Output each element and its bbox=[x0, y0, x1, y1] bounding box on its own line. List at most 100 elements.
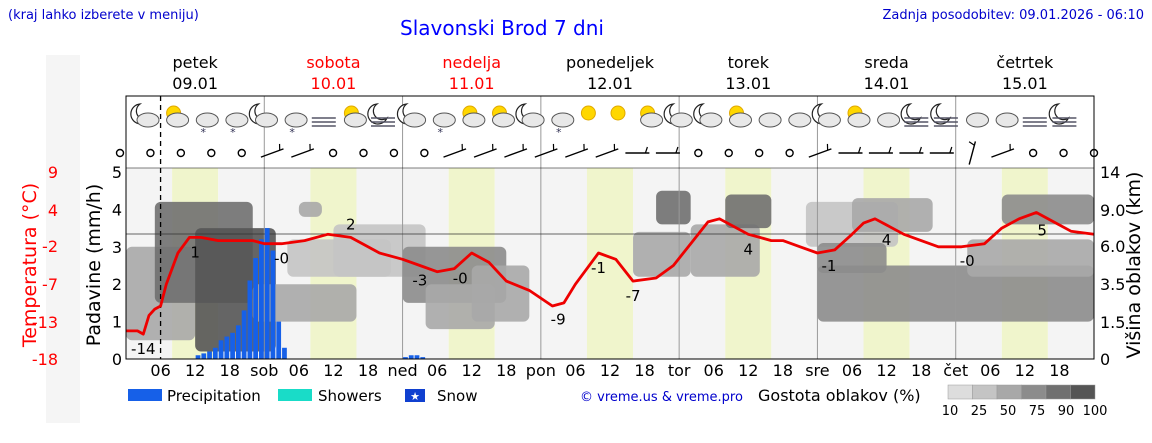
precip-bar bbox=[247, 280, 253, 359]
wind-barb-shaft bbox=[968, 141, 977, 165]
wind-barb-flag bbox=[461, 143, 463, 151]
x-tick-label: 06 bbox=[842, 361, 862, 380]
temperature-tick: 4 bbox=[48, 201, 58, 220]
cloud-block bbox=[298, 201, 322, 217]
wind-barb-flag bbox=[492, 143, 494, 151]
x-tick-label: 06 bbox=[704, 361, 724, 380]
wind-barb-shaft bbox=[534, 148, 558, 158]
calm-wind-marker bbox=[1089, 148, 1099, 158]
sun-shape bbox=[610, 105, 626, 121]
precip-bar bbox=[212, 347, 218, 359]
x-tick-label: 18 bbox=[1049, 361, 1069, 380]
day-date: 12.01 bbox=[587, 74, 633, 93]
wind-barb-flag bbox=[583, 143, 585, 151]
calm-wind-marker bbox=[115, 148, 125, 158]
wind-barb bbox=[473, 143, 497, 158]
location-hint[interactable]: (kraj lahko izberete v meniju) bbox=[8, 8, 199, 23]
precip-bar bbox=[420, 357, 426, 359]
cloud-shape bbox=[166, 112, 190, 128]
day-name: torek bbox=[728, 53, 770, 72]
cloud-legend-swatch bbox=[1021, 384, 1047, 400]
precip-tick: 3 bbox=[112, 238, 122, 257]
temperature-label: -7 bbox=[626, 287, 641, 305]
temperature-label: -3 bbox=[412, 272, 427, 290]
moon-cloud-icon bbox=[396, 103, 427, 128]
precip-bar bbox=[195, 355, 201, 359]
cloud-height-tick: 1.5 bbox=[1100, 313, 1125, 332]
x-tick-label: 12 bbox=[1015, 361, 1035, 380]
precip-bar bbox=[224, 336, 230, 359]
credit-link: © vreme.us & vreme.pro bbox=[580, 390, 743, 405]
x-tick-label: 12 bbox=[600, 361, 620, 380]
precip-bar bbox=[403, 357, 408, 359]
day-name: sobota bbox=[306, 53, 360, 72]
calm-wind-marker bbox=[146, 148, 155, 158]
cloud-legend-swatch bbox=[972, 384, 998, 400]
wind-barb bbox=[808, 143, 832, 158]
wind-barb-shaft bbox=[595, 148, 619, 158]
x-tick-label: 06 bbox=[150, 361, 170, 380]
sun-cloud-icon bbox=[847, 105, 871, 128]
sun-shape bbox=[580, 105, 596, 121]
snowflake-glyph: * bbox=[230, 126, 236, 139]
temperature-label: 5 bbox=[1037, 222, 1047, 240]
snow-icon: * bbox=[551, 112, 575, 139]
wind-barb-flag bbox=[826, 143, 829, 151]
rain-snow-icon: * bbox=[195, 112, 219, 139]
wind-barb-flag bbox=[1009, 143, 1011, 151]
wind-barb bbox=[534, 143, 558, 158]
snow-legend-label: Snow bbox=[437, 387, 477, 405]
calm-wind-marker bbox=[694, 148, 703, 158]
day-name: nedelja bbox=[442, 53, 501, 72]
wind-barb bbox=[929, 146, 954, 154]
x-tick-label: 18 bbox=[496, 361, 516, 380]
cloud-shape bbox=[699, 112, 723, 128]
wind-barb-shaft bbox=[808, 148, 832, 158]
rain-snow-icon: * bbox=[225, 112, 249, 139]
sun-cloud-icon bbox=[462, 105, 486, 128]
cloud-height-tick: 14 bbox=[1100, 163, 1120, 182]
cloud-legend-swatch bbox=[996, 384, 1022, 400]
moon-cloud-icon bbox=[515, 103, 545, 128]
cloud-legend-swatch bbox=[1045, 384, 1071, 400]
temperature-line bbox=[126, 211, 1095, 336]
wind-barb-flag bbox=[968, 141, 975, 146]
cloud-legend-level: 90 bbox=[1058, 404, 1075, 419]
moon-cloud-icon bbox=[693, 103, 723, 128]
wind-barb bbox=[838, 146, 863, 154]
sun-icon bbox=[580, 105, 596, 121]
precip-axis-title: Padavine (mm/h) bbox=[83, 184, 105, 347]
cloud-shape bbox=[521, 112, 545, 128]
precip-bar bbox=[282, 347, 287, 359]
wind-barb-flag bbox=[949, 146, 953, 154]
temperature-label: -1 bbox=[821, 257, 836, 275]
precip-tick: 0 bbox=[112, 350, 122, 369]
x-tick-label: 18 bbox=[911, 361, 931, 380]
calm-wind-marker bbox=[1059, 148, 1068, 158]
wind-barb bbox=[625, 146, 650, 154]
precip-bar bbox=[408, 355, 414, 359]
wind-barb-flag bbox=[918, 146, 922, 154]
cloud-shape bbox=[847, 112, 871, 128]
precip-bar bbox=[241, 310, 247, 359]
temperature-label: 4 bbox=[882, 231, 892, 249]
precip-bar bbox=[235, 325, 241, 359]
moon-shape bbox=[930, 103, 952, 125]
cloud-block bbox=[471, 265, 530, 322]
wind-barb-flag bbox=[888, 146, 892, 154]
x-tick-label: 18 bbox=[220, 361, 240, 380]
temperature-axis-title: Temperatura (°C) bbox=[19, 183, 41, 348]
cloud-shape bbox=[817, 112, 841, 128]
cloud-shape bbox=[255, 112, 278, 128]
temperature-label: 1 bbox=[190, 243, 200, 261]
temperature-label: -14 bbox=[131, 340, 156, 358]
cloud-shape bbox=[462, 112, 486, 128]
calm-wind-marker bbox=[754, 148, 764, 158]
night-band bbox=[909, 168, 956, 359]
wind-barb-shaft bbox=[565, 148, 589, 158]
precip-tick: 5 bbox=[112, 163, 122, 182]
cloud-block bbox=[967, 239, 1094, 277]
cloud-icon bbox=[995, 112, 1019, 128]
cloud-icon bbox=[966, 112, 989, 128]
sun-cloud-icon bbox=[729, 105, 752, 128]
